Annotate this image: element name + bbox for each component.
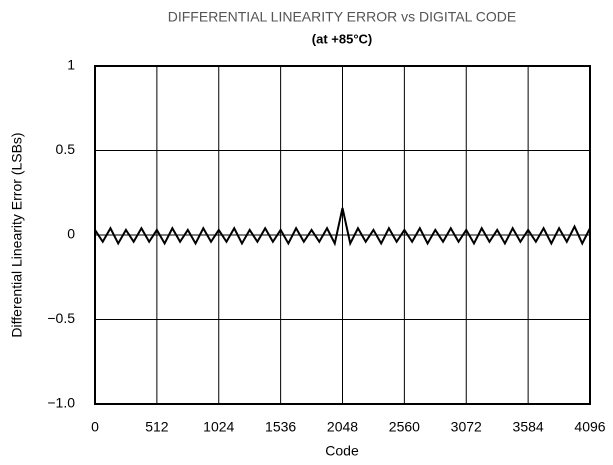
x-tick-label: 3584 xyxy=(513,419,544,435)
x-axis-label: Code xyxy=(325,443,359,459)
x-tick-label: 1536 xyxy=(265,419,296,435)
x-tick-label: 2048 xyxy=(327,419,358,435)
x-tick-label: 0 xyxy=(91,419,99,435)
y-tick-label: −0.5 xyxy=(47,310,75,326)
y-tick-label: 0 xyxy=(67,226,75,242)
y-tick-label: 0.5 xyxy=(56,141,76,157)
plot-frame xyxy=(94,65,591,405)
x-tick-label: 3072 xyxy=(451,419,482,435)
y-tick-label: 1 xyxy=(67,57,75,73)
x-tick-label: 2560 xyxy=(389,419,420,435)
data-line xyxy=(94,207,591,247)
x-tick-label: 4096 xyxy=(574,419,605,435)
y-tick-label: −1.0 xyxy=(47,395,75,411)
chart-subtitle: (at +85°C) xyxy=(312,31,372,46)
x-tick-label: 512 xyxy=(145,419,169,435)
x-tick-label: 1024 xyxy=(203,419,234,435)
y-axis-label: Differential Linearity Error (LSBs) xyxy=(9,132,25,337)
chart-title: DIFFERENTIAL LINEARITY ERROR vs DIGITAL … xyxy=(168,9,517,25)
